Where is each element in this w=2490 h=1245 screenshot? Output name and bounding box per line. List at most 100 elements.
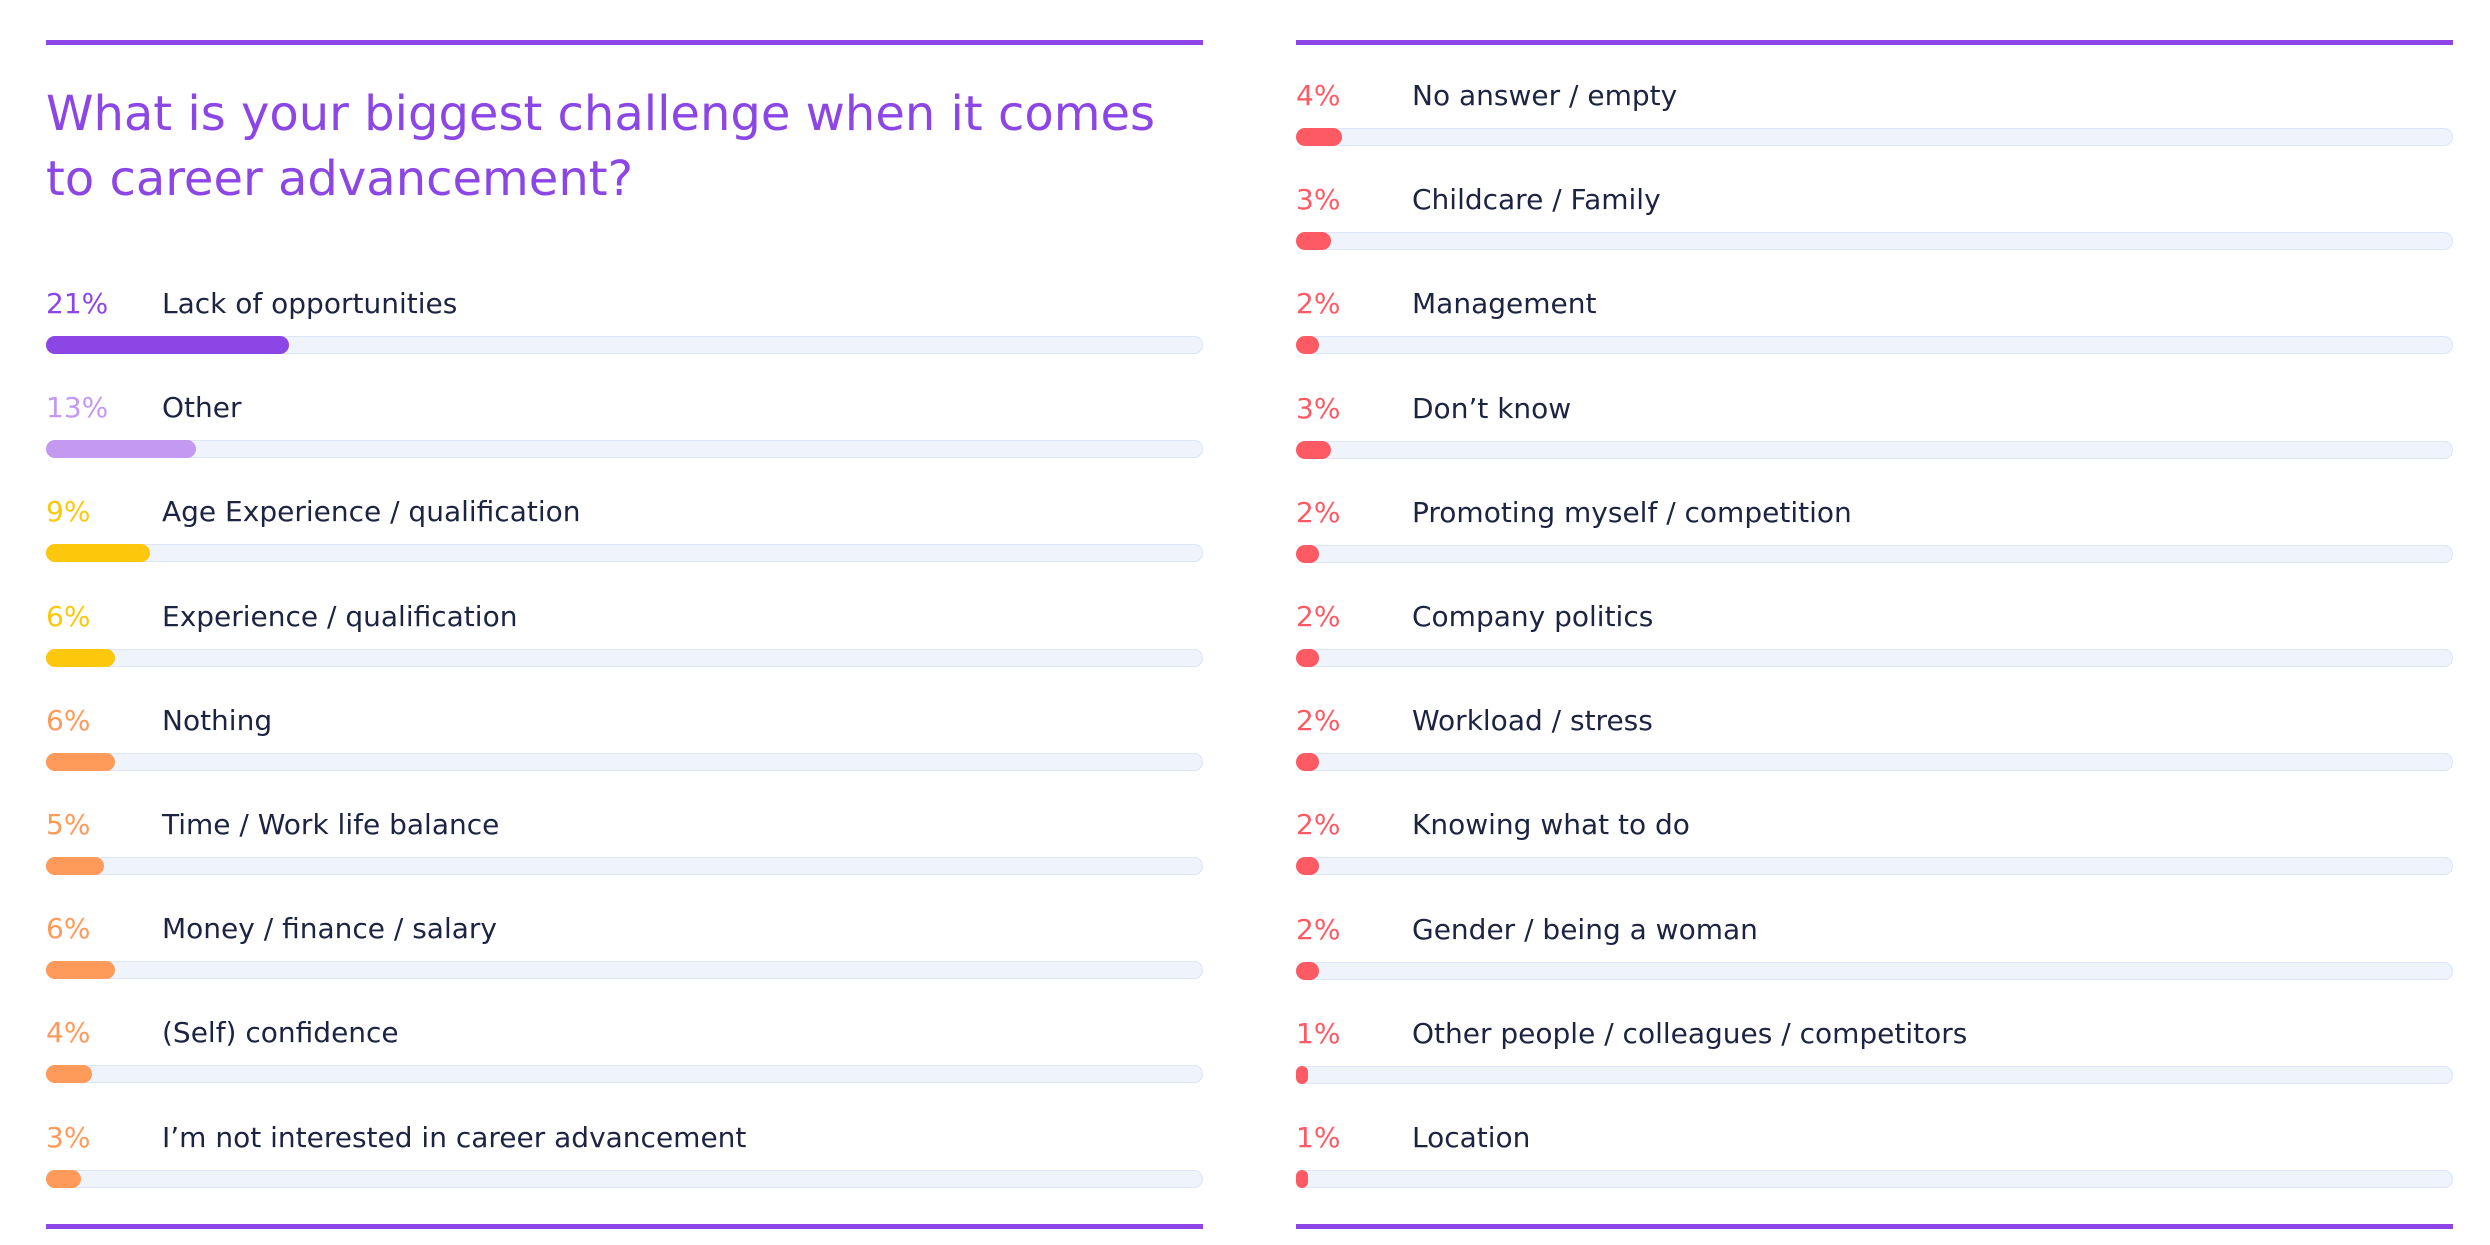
bar-percent-label: 5% xyxy=(46,808,91,841)
bar-row: 2% Management xyxy=(1296,286,2453,356)
bar-track xyxy=(1296,961,2453,980)
bar xyxy=(1296,1170,1308,1188)
bar-row: 3% I’m not interested in career advanceme… xyxy=(46,1120,1203,1190)
bar-percent-label: 9% xyxy=(46,495,91,529)
bar xyxy=(1296,961,1320,980)
bar-track xyxy=(46,440,1203,459)
bar-category-label: Knowing what to do xyxy=(1412,808,1690,842)
top-rule xyxy=(1296,40,2453,45)
bar-row: 13% Other xyxy=(46,390,1203,460)
bar-row: 4% No answer / empty xyxy=(1296,78,2453,148)
bar-track xyxy=(1296,232,2453,251)
bar-track xyxy=(1296,857,2453,876)
bottom-rule xyxy=(46,1224,1203,1229)
bar-category-label: Lack of opportunities xyxy=(162,287,458,320)
bar xyxy=(1296,336,1320,355)
bar-row: 2% Gender / being a woman xyxy=(1296,912,2453,982)
bar xyxy=(1296,649,1320,667)
bar-category-label: Workload / stress xyxy=(1412,704,1653,738)
bar-category-label: Company politics xyxy=(1412,600,1654,633)
bar-percent-label: 2% xyxy=(1296,287,1341,321)
bar-percent-label: 1% xyxy=(1296,1016,1341,1050)
bar-row: 3% Childcare / Family xyxy=(1296,182,2453,252)
bar xyxy=(46,336,289,354)
left-column: What is your biggest challenge when it c… xyxy=(46,0,1203,1245)
bar-percent-label: 3% xyxy=(46,1120,91,1154)
bar-category-label: No answer / empty xyxy=(1412,79,1678,112)
bar-track xyxy=(1296,1065,2453,1084)
bar-percent-label: 3% xyxy=(1296,183,1341,217)
bar-track xyxy=(46,544,1203,563)
bar-row: 5% Time / Work life balance xyxy=(46,807,1203,877)
bar xyxy=(1296,232,1331,251)
bar-track xyxy=(46,1065,1203,1084)
bar-row: 3% Don’t know xyxy=(1296,391,2453,461)
bar-row: 9% Age Experience / qualification xyxy=(46,494,1203,564)
bar-track xyxy=(1296,753,2453,772)
bar-percent-label: 13% xyxy=(46,391,109,425)
bar xyxy=(46,440,197,459)
bar xyxy=(1296,753,1320,772)
bar-row: 2% Workload / stress xyxy=(1296,703,2453,773)
bar-track xyxy=(46,336,1203,354)
bar xyxy=(46,544,150,563)
bar-track xyxy=(46,648,1203,667)
bar-percent-label: 4% xyxy=(1296,79,1341,112)
bar-row: 6% Money / finance / salary xyxy=(46,911,1203,981)
bar-track xyxy=(1296,336,2453,355)
bar xyxy=(46,648,116,667)
bar-track xyxy=(1296,544,2453,563)
bar-category-label: Location xyxy=(1412,1121,1531,1154)
bar xyxy=(46,1065,93,1084)
bar xyxy=(46,961,116,980)
bar-track xyxy=(1296,128,2453,146)
bar xyxy=(46,1169,81,1188)
bar-percent-label: 6% xyxy=(46,703,91,737)
bar-category-label: Experience / qualification xyxy=(162,599,518,633)
bar-track xyxy=(46,961,1203,980)
bar-percent-label: 2% xyxy=(1296,912,1341,946)
bar xyxy=(1296,857,1320,876)
bar xyxy=(1296,1065,1308,1084)
bar-category-label: Money / finance / salary xyxy=(162,912,497,946)
bar-percent-label: 21% xyxy=(46,287,109,320)
bar-category-label: Age Experience / qualification xyxy=(162,495,581,529)
bar-row: 6% Experience / qualification xyxy=(46,599,1203,669)
bar-row: 1% Location xyxy=(1296,1120,2453,1190)
bar-row: 2% Promoting myself / competition xyxy=(1296,495,2453,565)
bar-percent-label: 3% xyxy=(1296,391,1341,425)
bar xyxy=(1296,128,1343,146)
bar-row: 1% Other people / colleagues / competitor… xyxy=(1296,1016,2453,1086)
bar-row: 2% Company politics xyxy=(1296,599,2453,669)
bar xyxy=(1296,440,1331,459)
bar-row: 4% (Self) confidence xyxy=(46,1015,1203,1085)
bottom-rule xyxy=(1296,1224,2453,1229)
bar xyxy=(46,857,104,875)
bar-category-label: Gender / being a woman xyxy=(1412,912,1758,946)
bar-percent-label: 2% xyxy=(1296,600,1341,633)
bar-percent-label: 2% xyxy=(1296,495,1341,529)
bar-percent-label: 6% xyxy=(46,599,91,633)
bar-percent-label: 2% xyxy=(1296,704,1341,738)
bar-percent-label: 6% xyxy=(46,912,91,946)
bar-track xyxy=(1296,1170,2453,1188)
bar-category-label: Time / Work life balance xyxy=(162,808,500,841)
bar-percent-label: 1% xyxy=(1296,1121,1341,1154)
bar-track xyxy=(46,752,1203,771)
bar-category-label: Other people / colleagues / competitors xyxy=(1412,1016,1968,1050)
bar-category-label: (Self) confidence xyxy=(162,1016,399,1050)
bar-category-label: Promoting myself / competition xyxy=(1412,495,1852,529)
bar-percent-label: 4% xyxy=(46,1016,91,1050)
bar-row: 21% Lack of opportunities xyxy=(46,286,1203,356)
bar-category-label: Don’t know xyxy=(1412,391,1572,425)
bar-track xyxy=(46,1169,1203,1188)
bar-category-label: Childcare / Family xyxy=(1412,183,1661,217)
bar xyxy=(1296,544,1320,563)
bar xyxy=(46,752,116,771)
bar-row: 6% Nothing xyxy=(46,703,1203,773)
chart-title: What is your biggest challenge when it c… xyxy=(46,86,1155,207)
bar-track xyxy=(1296,440,2453,459)
bar-category-label: Other xyxy=(162,391,242,425)
bar-percent-label: 2% xyxy=(1296,808,1341,842)
bar-row: 2% Knowing what to do xyxy=(1296,807,2453,877)
